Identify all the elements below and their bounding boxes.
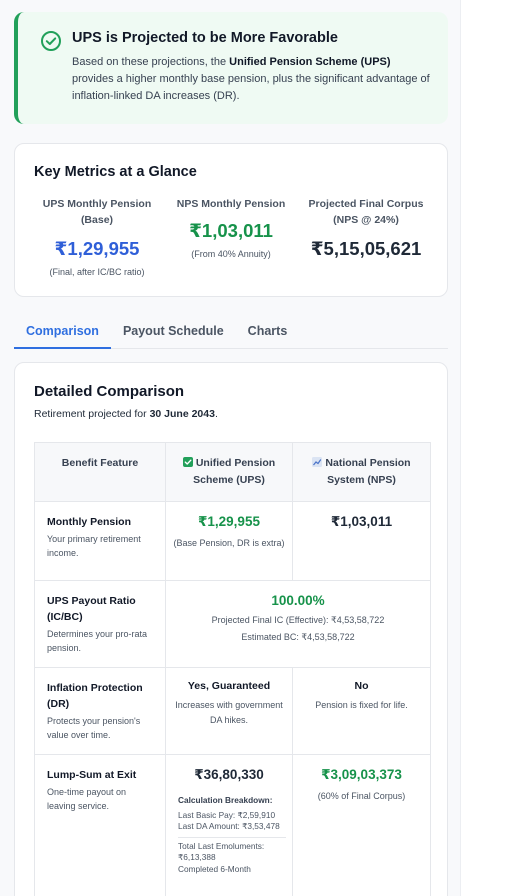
- projected-ic: Projected Final IC (Effective): ₹4,53,58…: [211, 615, 385, 625]
- feature-title: Lump-Sum at Exit: [47, 769, 137, 781]
- nps-monthly-value: ₹1,03,011: [330, 514, 393, 529]
- feature-title: UPS Payout Ratio (IC/BC): [47, 595, 136, 623]
- nps-lumpsum-value: ₹3,09,03,373: [321, 767, 402, 782]
- nps-cell: ₹3,09,03,373 (60% of Final Corpus): [292, 754, 431, 896]
- comparison-table: Benefit Feature Unified Pension Scheme (…: [34, 442, 431, 896]
- metric-label: NPS Monthly Pension: [176, 198, 286, 210]
- recommendation-banner: UPS is Projected to be More Favorable Ba…: [14, 12, 448, 124]
- page: UPS is Projected to be More Favorable Ba…: [14, 12, 448, 896]
- breakdown-line: Last Basic Pay: ₹2,59,910: [178, 809, 276, 820]
- header-ups: Unified Pension Scheme (UPS): [165, 442, 293, 502]
- calculation-breakdown: Calculation Breakdown: Last Basic Pay: ₹…: [172, 795, 286, 875]
- table-header-row: Benefit Feature Unified Pension Scheme (…: [34, 442, 431, 502]
- breakdown-title: Calculation Breakdown:: [178, 795, 273, 805]
- nps-inflation-note: Pension is fixed for life.: [315, 700, 408, 710]
- feature-title: Inflation Protection (DR): [47, 682, 143, 710]
- feature-cell: UPS Payout Ratio (IC/BC) Determines your…: [34, 580, 166, 668]
- nps-inflation-value: No: [354, 680, 369, 692]
- tab-charts[interactable]: Charts: [247, 324, 288, 338]
- estimated-bc: Estimated BC: ₹4,53,58,722: [241, 632, 355, 642]
- retirement-date: 30 June 2043: [149, 408, 215, 420]
- feature-desc: One-time payout on leaving service.: [47, 787, 127, 811]
- breakdown-line: Total Last Emoluments: ₹6,13,388: [178, 840, 265, 863]
- detail-title: Detailed Comparison: [34, 383, 185, 400]
- ups-cell: ₹36,80,330 Calculation Breakdown: Last B…: [165, 754, 293, 896]
- metric-nps-pension: NPS Monthly Pension ₹1,03,011 (From 40% …: [163, 196, 299, 259]
- ups-cell: Yes, Guaranteed Increases with governmen…: [165, 667, 293, 755]
- table-row: Monthly Pension Your primary retirement …: [34, 501, 431, 581]
- feature-desc: Protects your pension's value over time.: [47, 716, 141, 740]
- metric-value: ₹5,15,05,621: [310, 238, 422, 259]
- banner-title: UPS is Projected to be More Favorable: [72, 30, 338, 46]
- chart-icon: [312, 456, 323, 467]
- retirement-date-text: Retirement projected for 30 June 2043.: [34, 408, 218, 420]
- metric-sub: (From 40% Annuity): [191, 249, 271, 259]
- nps-lumpsum-note: (60% of Final Corpus): [317, 791, 406, 801]
- payout-ratio-value: 100.00%: [271, 593, 325, 608]
- ups-inflation-note: Increases with government DA hikes.: [175, 700, 283, 725]
- metric-label: UPS Monthly Pension (Base): [42, 198, 152, 226]
- feature-desc: Your primary retirement income.: [47, 534, 141, 558]
- nps-cell: No Pension is fixed for life.: [292, 667, 431, 755]
- ratio-cell: 100.00% Projected Final IC (Effective): …: [165, 580, 431, 668]
- ups-inflation-value: Yes, Guaranteed: [187, 680, 271, 692]
- ups-monthly-value: ₹1,29,955: [198, 514, 260, 529]
- metric-value: ₹1,29,955: [54, 238, 140, 259]
- header-nps: National Pension System (NPS): [292, 442, 431, 502]
- feature-title: Monthly Pension: [47, 516, 131, 528]
- metric-ups-pension: UPS Monthly Pension (Base) ₹1,29,955 (Fi…: [29, 196, 165, 277]
- table-row: Lump-Sum at Exit One-time payout on leav…: [34, 754, 431, 896]
- key-metrics-card: Key Metrics at a Glance UPS Monthly Pens…: [14, 143, 448, 297]
- metric-value: ₹1,03,011: [189, 220, 273, 241]
- feature-cell: Inflation Protection (DR) Protects your …: [34, 667, 166, 755]
- ups-lumpsum-value: ₹36,80,330: [194, 767, 264, 782]
- side-panel-edge: [460, 0, 508, 896]
- nps-cell: ₹1,03,011: [292, 501, 431, 581]
- metric-label: Projected Final Corpus (NPS @ 24%): [308, 198, 424, 226]
- table-row: UPS Payout Ratio (IC/BC) Determines your…: [34, 580, 431, 668]
- feature-cell: Lump-Sum at Exit One-time payout on leav…: [34, 754, 166, 896]
- breakdown-line: Completed 6-Month: [178, 863, 251, 874]
- detailed-comparison-card: Detailed Comparison Retirement projected…: [14, 362, 448, 896]
- metric-sub: (Final, after IC/BC ratio): [49, 267, 145, 277]
- banner-text: Based on these projections, the Unified …: [72, 56, 430, 102]
- tab-payout-schedule[interactable]: Payout Schedule: [122, 324, 224, 338]
- results-tabs: Comparison Payout Schedule Charts: [14, 318, 448, 349]
- feature-cell: Monthly Pension Your primary retirement …: [34, 501, 166, 581]
- metric-final-corpus: Projected Final Corpus (NPS @ 24%) ₹5,15…: [298, 196, 434, 260]
- check-circle-icon: [40, 30, 62, 52]
- ups-monthly-note: (Base Pension, DR is extra): [173, 538, 285, 548]
- tab-comparison[interactable]: Comparison: [14, 318, 111, 349]
- feature-desc: Determines your pro-rata pension.: [47, 629, 148, 653]
- ups-cell: ₹1,29,955 (Base Pension, DR is extra): [165, 501, 293, 581]
- breakdown-divider: [178, 836, 286, 838]
- key-metrics-title: Key Metrics at a Glance: [34, 164, 197, 180]
- table-row: Inflation Protection (DR) Protects your …: [34, 667, 431, 755]
- header-benefit-feature: Benefit Feature: [34, 442, 166, 502]
- checkbox-icon: [182, 456, 193, 467]
- breakdown-line: Last DA Amount: ₹3,53,478: [178, 821, 280, 831]
